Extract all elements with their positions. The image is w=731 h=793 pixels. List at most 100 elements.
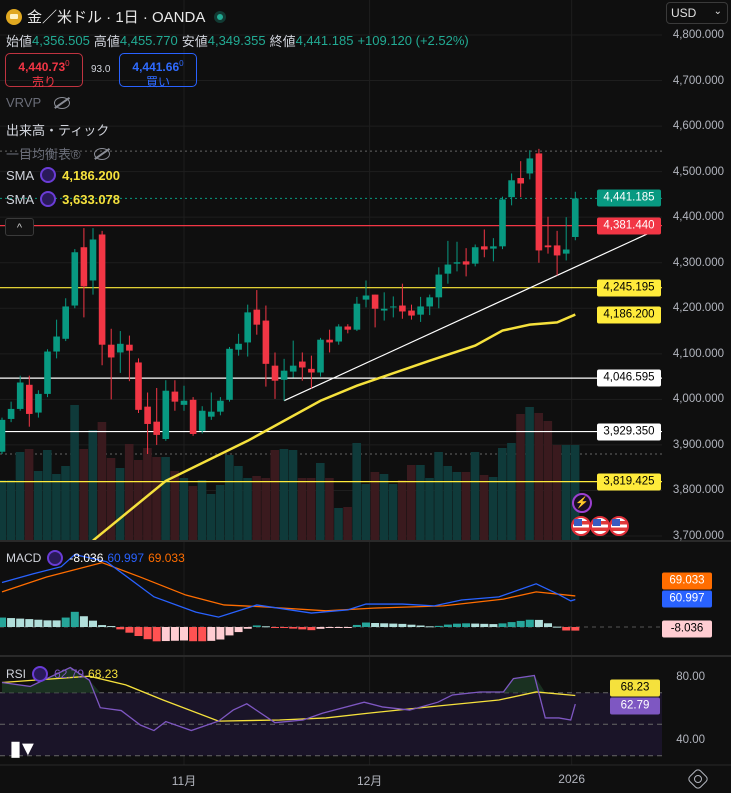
buy-price-sup: 0 — [179, 59, 184, 68]
us-flag-event-icon[interactable] — [590, 516, 610, 536]
price-tag: 4,245.195 — [597, 279, 661, 297]
macd-histogram-bar — [325, 627, 334, 628]
candle-body — [98, 234, 106, 345]
eye-off-icon[interactable] — [93, 147, 110, 160]
spread-value: 93.0 — [91, 64, 111, 75]
candle-body — [490, 246, 497, 249]
candle-body — [308, 368, 315, 373]
volume-bar — [70, 405, 79, 540]
indicator-sma-2[interactable]: SMA 3,633.078 — [6, 191, 120, 207]
price-axis-label: 4,700.000 — [672, 74, 724, 87]
volume-bar — [79, 449, 88, 540]
macd-histogram-bar — [352, 624, 361, 627]
price-axis-label: 4,000.000 — [672, 393, 724, 406]
macd-histogram-bar — [61, 617, 70, 627]
macd-histogram-bar — [525, 619, 534, 627]
refresh-icon — [40, 167, 57, 183]
close-value: 4,441.185 — [295, 33, 354, 48]
candle-body — [326, 339, 333, 343]
rsi-overbought-fill — [2, 667, 576, 693]
candle-body — [408, 310, 415, 316]
eye-off-icon[interactable] — [54, 96, 71, 109]
rsi-value: 62.79 — [54, 667, 85, 681]
low-value: 4,349.355 — [207, 33, 266, 48]
volume-bar — [443, 466, 452, 540]
volume-bar — [425, 478, 434, 540]
price-axis-label: 4,200.000 — [672, 302, 724, 315]
macd-histogram-bar — [116, 627, 125, 630]
volume-bar — [234, 466, 243, 540]
trend-line — [283, 233, 649, 402]
candle-body — [71, 252, 79, 306]
price-tag: 3,819.425 — [597, 473, 661, 491]
macd-histogram-bar — [553, 626, 562, 628]
volume-bar — [479, 475, 489, 540]
candle-body — [481, 246, 488, 250]
candle-body — [426, 297, 433, 307]
volume-bar — [215, 485, 225, 540]
indicator-volume[interactable]: 出来高・ティック — [6, 120, 109, 139]
candle-body — [198, 410, 206, 431]
macd-histogram-bar — [544, 623, 552, 627]
macd-histogram-bar — [498, 623, 507, 627]
volume-bar — [488, 477, 498, 540]
volume-bar — [52, 474, 61, 540]
time-axis-label: 12月 — [356, 774, 383, 788]
candle-body — [462, 261, 470, 265]
macd-histogram-bar — [534, 619, 543, 627]
lightning-event-icon[interactable]: ⚡ — [572, 493, 592, 513]
candle-body — [7, 408, 15, 419]
candle-body — [226, 348, 233, 400]
volume-bar — [134, 460, 143, 540]
tradingview-logo[interactable]: ▮▼ — [10, 738, 38, 760]
volume-bar — [161, 457, 170, 540]
candle-body — [271, 365, 279, 381]
indicator-ichimoku[interactable]: 一目均衡表® — [6, 144, 110, 163]
indicator-vrvp[interactable]: VRVP — [6, 95, 71, 110]
macd-line-tag: 60.997 — [662, 590, 712, 608]
macd-histogram-bar — [489, 624, 498, 627]
candle-body — [362, 295, 370, 300]
us-flag-event-icon[interactable] — [571, 516, 591, 536]
macd-histogram-bar — [7, 618, 16, 627]
candle-body — [371, 294, 379, 309]
macd-legend[interactable]: MACD -8.036 60.997 69.033 — [6, 550, 185, 566]
macd-histogram-bar — [398, 623, 407, 627]
low-label: 安値 — [181, 34, 208, 49]
volume-bar — [197, 480, 207, 540]
macd-signal-value: 69.033 — [148, 551, 185, 565]
currency-value: USD — [671, 6, 697, 20]
candle-body — [508, 180, 515, 198]
candle-body — [189, 399, 197, 434]
macd-histogram-bar — [107, 626, 116, 628]
volume-bar — [316, 463, 325, 540]
price-tag: 3,929.350 — [597, 423, 661, 441]
volume-bar — [243, 478, 252, 540]
rsi-label: RSI — [6, 667, 27, 681]
vrvp-label: VRVP — [6, 95, 42, 110]
us-flag-event-icon[interactable] — [609, 516, 629, 536]
candle-body — [153, 421, 160, 435]
buy-button[interactable]: 4,441.660 買い — [119, 53, 197, 89]
volume-bar — [188, 486, 198, 540]
indicator-sma-1[interactable]: SMA 4,186.200 — [6, 167, 120, 183]
rsi-legend[interactable]: RSI 62.79 68.23 — [6, 666, 118, 682]
macd-histogram-bar — [52, 620, 61, 627]
collapse-legend-button[interactable]: ^ — [5, 218, 34, 236]
volume-bar — [270, 450, 280, 540]
time-axis-label: 11月 — [171, 774, 197, 788]
candle-body — [453, 262, 461, 264]
candle-body — [262, 320, 270, 364]
candle-body — [526, 158, 534, 174]
candle-body — [135, 362, 142, 410]
macd-histogram-bar — [170, 627, 179, 641]
sell-button[interactable]: 4,440.730 売り — [5, 53, 83, 89]
macd-histogram-bar — [189, 627, 198, 642]
refresh-icon — [40, 191, 57, 207]
symbol-title[interactable]: 金／米ドル · 1日 · OANDA — [6, 6, 227, 27]
buy-price: 4,441.66 — [132, 60, 180, 74]
volume-bar — [15, 452, 25, 540]
currency-select[interactable]: USD ⌄ — [666, 2, 728, 24]
volume-bar — [397, 480, 407, 540]
